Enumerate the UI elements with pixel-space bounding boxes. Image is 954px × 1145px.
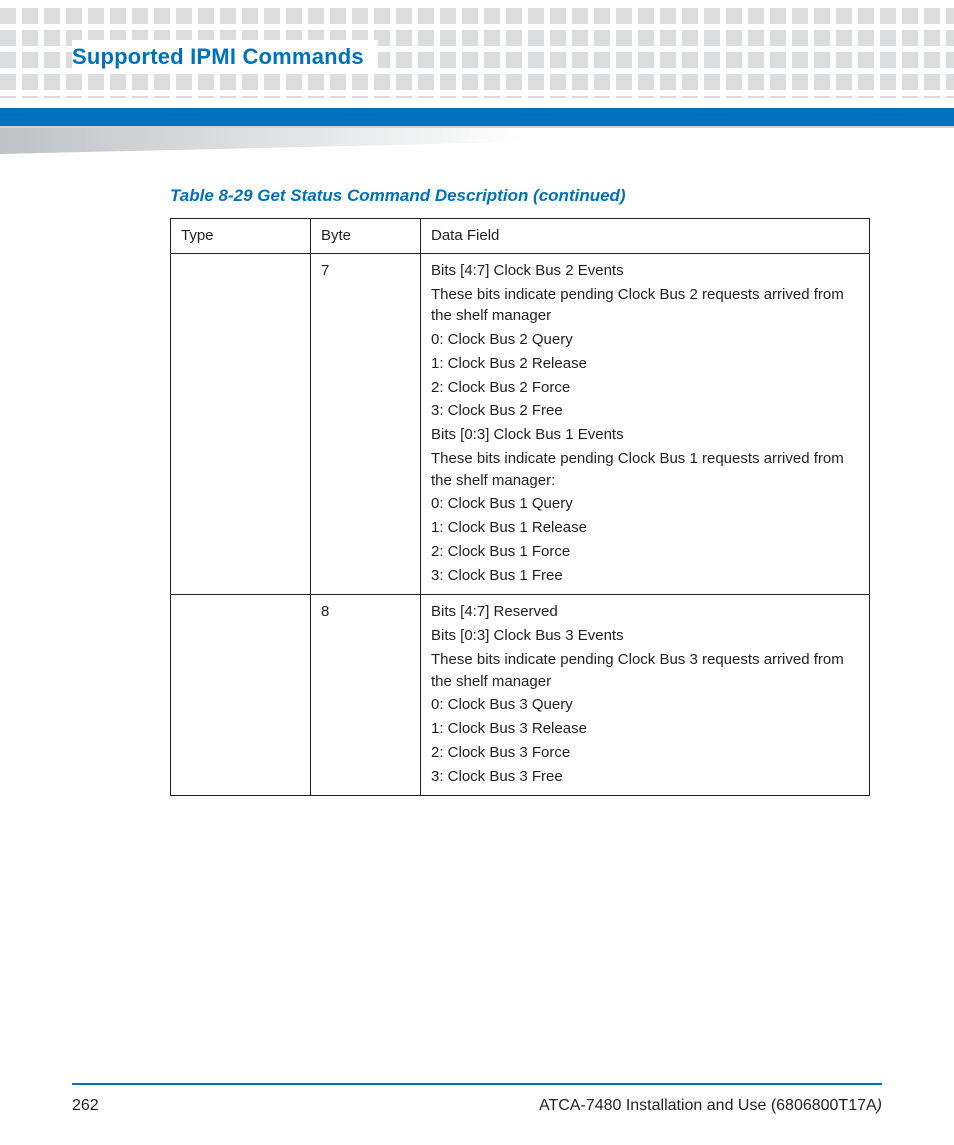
- datafield-line: 1: Clock Bus 1 Release: [431, 517, 859, 539]
- datafield-line: Bits [4:7] Clock Bus 2 Events: [431, 260, 859, 282]
- table-caption: Table 8-29 Get Status Command Descriptio…: [170, 186, 870, 206]
- datafield-line: 3: Clock Bus 1 Free: [431, 565, 859, 587]
- table-row: 8 Bits [4:7] Reserved Bits [0:3] Clock B…: [171, 595, 870, 796]
- footer: 262 ATCA-7480 Installation and Use (6806…: [72, 1097, 882, 1115]
- datafield-line: 0: Clock Bus 2 Query: [431, 329, 859, 351]
- page: Supported IPMI Commands Table 8-29 Get S…: [0, 0, 954, 1145]
- datafield-line: These bits indicate pending Clock Bus 3 …: [431, 649, 859, 693]
- datafield-line: Bits [4:7] Reserved: [431, 601, 859, 623]
- datafield-line: These bits indicate pending Clock Bus 1 …: [431, 448, 859, 492]
- datafield-line: 2: Clock Bus 3 Force: [431, 742, 859, 764]
- col-header-byte: Byte: [311, 219, 421, 254]
- table-row: 7 Bits [4:7] Clock Bus 2 Events These bi…: [171, 253, 870, 595]
- table-header-row: Type Byte Data Field: [171, 219, 870, 254]
- datafield-line: Bits [0:3] Clock Bus 1 Events: [431, 424, 859, 446]
- cell-type: [171, 253, 311, 595]
- header-wedge: [0, 126, 954, 154]
- col-header-datafield: Data Field: [421, 219, 870, 254]
- datafield-line: 0: Clock Bus 1 Query: [431, 493, 859, 515]
- datafield-line: 3: Clock Bus 3 Free: [431, 766, 859, 788]
- content-area: Table 8-29 Get Status Command Descriptio…: [170, 186, 870, 796]
- cell-type: [171, 595, 311, 796]
- cell-datafield: Bits [4:7] Reserved Bits [0:3] Clock Bus…: [421, 595, 870, 796]
- datafield-line: 0: Clock Bus 3 Query: [431, 694, 859, 716]
- datafield-line: 2: Clock Bus 2 Force: [431, 377, 859, 399]
- doc-title-main: ATCA-7480 Installation and Use (6806800T…: [539, 1097, 877, 1114]
- datafield-line: These bits indicate pending Clock Bus 2 …: [431, 284, 859, 328]
- datafield-line: Bits [0:3] Clock Bus 3 Events: [431, 625, 859, 647]
- table-body: 7 Bits [4:7] Clock Bus 2 Events These bi…: [171, 253, 870, 796]
- cell-byte: 7: [311, 253, 421, 595]
- cell-datafield: Bits [4:7] Clock Bus 2 Events These bits…: [421, 253, 870, 595]
- page-number: 262: [72, 1097, 99, 1115]
- datafield-line: 1: Clock Bus 3 Release: [431, 718, 859, 740]
- datafield-line: 3: Clock Bus 2 Free: [431, 400, 859, 422]
- page-title: Supported IPMI Commands: [72, 44, 364, 70]
- footer-rule: [72, 1083, 882, 1085]
- datafield-line: 2: Clock Bus 1 Force: [431, 541, 859, 563]
- cell-byte: 8: [311, 595, 421, 796]
- command-table: Type Byte Data Field 7 Bits [4:7] Clock …: [170, 218, 870, 796]
- doc-title-tail: ): [877, 1097, 882, 1114]
- col-header-type: Type: [171, 219, 311, 254]
- doc-reference: ATCA-7480 Installation and Use (6806800T…: [539, 1097, 882, 1115]
- page-title-wrap: Supported IPMI Commands: [72, 40, 378, 74]
- datafield-line: 1: Clock Bus 2 Release: [431, 353, 859, 375]
- header-blue-bar: [0, 108, 954, 126]
